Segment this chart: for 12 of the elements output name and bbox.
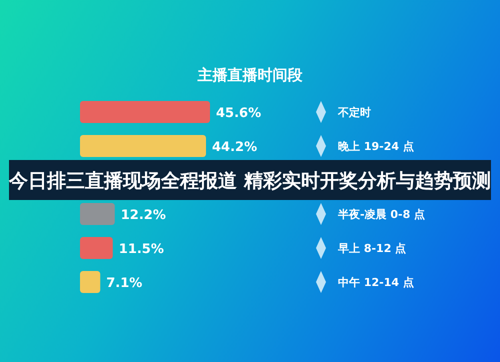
data-label: 12.2% <box>120 208 166 223</box>
data-label: 45.6% <box>216 106 262 121</box>
text: 主播直播时间段 <box>196 66 304 84</box>
y-tick-label: 半夜-凌晨 0-8 点 <box>337 208 426 221</box>
data-label: 11.5% <box>118 242 164 257</box>
y-tick-label: 不定时 <box>337 106 371 119</box>
y-tick-label: 中午 12-14 点 <box>338 276 414 289</box>
data-label: 7.1% <box>106 276 142 291</box>
annotation: 今日排三直播现场全程报道 精彩实时开奖分析与趋势预测 <box>8 170 491 192</box>
data-label: 44.2% <box>212 140 258 155</box>
y-tick-label: 早上 8-12 点 <box>337 242 406 255</box>
y-tick-label: 晚上 19-24 点 <box>338 140 414 153</box>
